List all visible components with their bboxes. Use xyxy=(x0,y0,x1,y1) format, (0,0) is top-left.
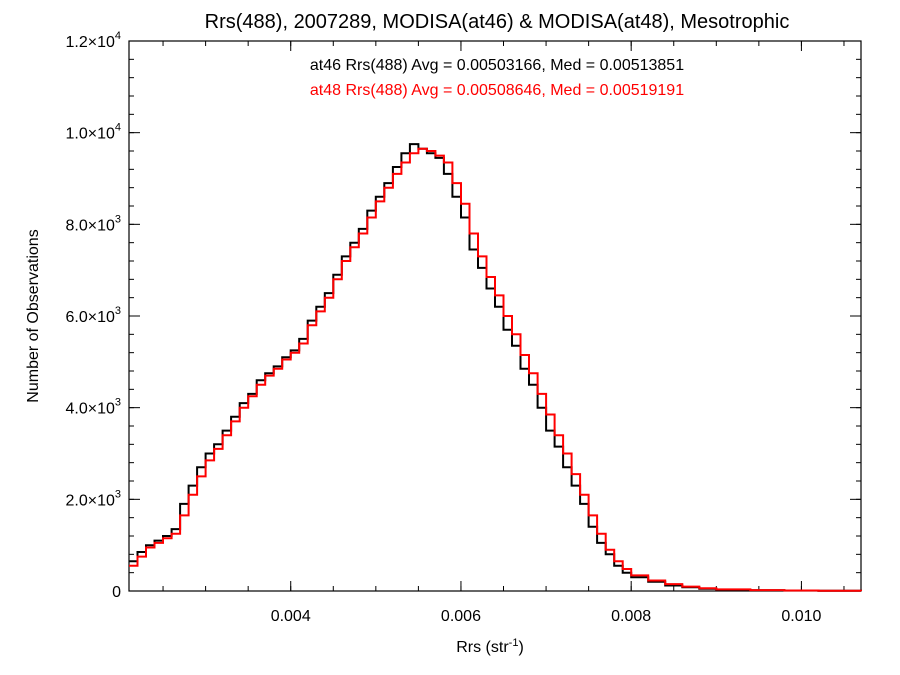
series-layer xyxy=(129,143,862,592)
x-axis-label-superscript: -1 xyxy=(509,637,519,649)
y-tick-label: 8.0×103 xyxy=(65,213,121,234)
x-axis-label: Rrs (str-1) xyxy=(456,637,524,656)
y-tick-label: 4.0×103 xyxy=(65,397,121,418)
x-tick-label: 0.010 xyxy=(781,608,821,625)
stats-annotation: at48 Rrs(488) Avg = 0.00508646, Med = 0.… xyxy=(310,82,684,99)
y-axis-label: Number of Observations xyxy=(25,229,42,402)
y-tick-label: 2.0×103 xyxy=(65,488,121,509)
chart-title: Rrs(488), 2007289, MODISA(at46) & MODISA… xyxy=(205,11,790,33)
series-line-at48 xyxy=(129,147,862,592)
annotations: at46 Rrs(488) Avg = 0.00503166, Med = 0.… xyxy=(310,57,684,99)
y-tick-label: 1.2×104 xyxy=(65,30,121,51)
axis-ticks: 0.004 0.006 0.008 0.010 0 2.0×103 4.0×103 6.0×1… xyxy=(65,30,861,625)
x-tick-label: 0.006 xyxy=(441,608,481,625)
y-tick-label: 1.0×104 xyxy=(65,122,121,143)
plot-frame xyxy=(128,40,862,592)
y-tick-label: 6.0×103 xyxy=(65,305,121,326)
stats-annotation: at46 Rrs(488) Avg = 0.00503166, Med = 0.… xyxy=(310,57,684,74)
x-tick-label: 0.008 xyxy=(611,608,651,625)
y-tick-label: 0 xyxy=(112,584,121,601)
series-line-at46 xyxy=(129,143,862,592)
x-tick-label: 0.004 xyxy=(271,608,311,625)
